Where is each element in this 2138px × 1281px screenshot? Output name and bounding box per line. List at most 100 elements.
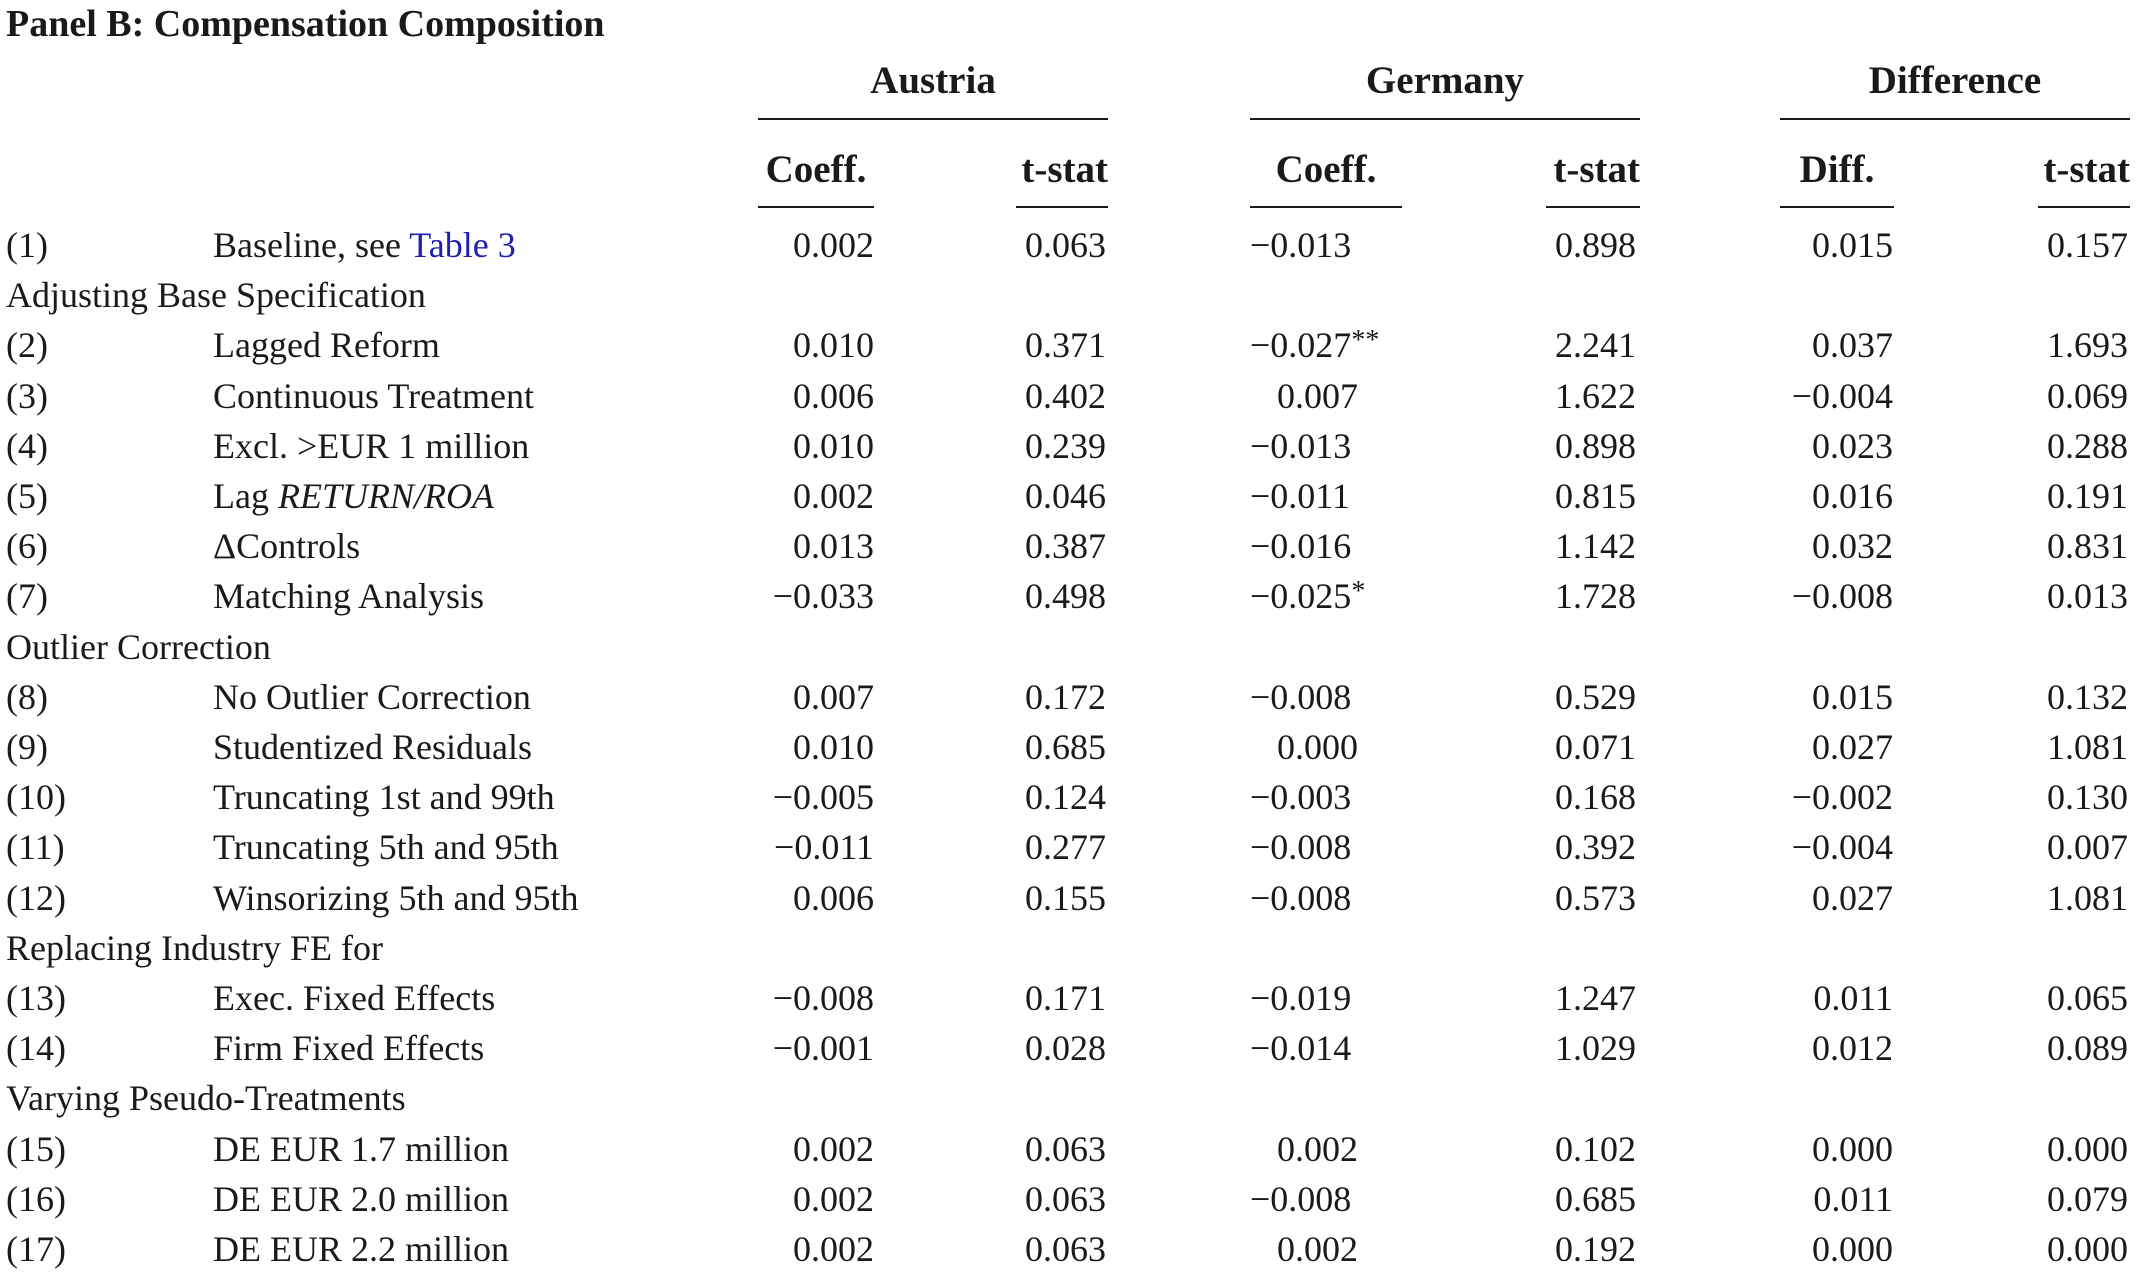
germany-tstat: 0.102 [1555, 1128, 1636, 1169]
subheader-germany-coeff: Coeff. [1275, 148, 1377, 191]
row-label-text: Baseline, see [213, 225, 410, 265]
germany-coeff: −0.008 [1250, 827, 1352, 868]
difference-diff: 0.000 [1812, 1128, 1893, 1169]
section-label: Outlier Correction [6, 626, 271, 667]
difference-tstat: 0.000 [2047, 1229, 2128, 1269]
row-number: (16) [6, 1178, 66, 1219]
table-row: (16) DE EUR 2.0 million 0.002 0.063 −0.008 0.… [0, 1174, 2138, 1224]
germany-coeff: −0.016 [1250, 526, 1352, 567]
germany-tstat: 1.029 [1555, 1028, 1636, 1069]
group-header-germany: Germany [1365, 59, 1525, 102]
austria-coeff: 0.006 [793, 877, 874, 918]
difference-diff: 0.027 [1812, 877, 1893, 918]
row-number: (11) [6, 827, 65, 868]
difference-diff: −0.008 [1791, 576, 1893, 617]
section-label: Varying Pseudo-Treatments [6, 1078, 406, 1119]
row-label: Lagged Reform [213, 320, 440, 370]
subheader-austria-tstat: t-stat [1021, 148, 1108, 191]
austria-coeff: 0.002 [793, 1229, 874, 1269]
austria-tstat: 0.685 [1025, 727, 1106, 767]
germany-coeff-cell: −0.008 [1250, 873, 1510, 923]
table-row: (2) Lagged Reform 0.010 0.371 −0.027** 2.241 0… [0, 320, 2138, 370]
germany-coeff-cell: −0.008 [1250, 672, 1510, 722]
row-number: (14) [6, 1028, 66, 1069]
germany-tstat: 2.241 [1555, 325, 1636, 366]
difference-tstat: 0.013 [2047, 576, 2128, 617]
table-row: (3) Continuous Treatment 0.006 0.402 0.007 1.… [0, 371, 2138, 421]
row-label-text: Studentized Residuals [213, 727, 532, 767]
table-link[interactable]: Table 3 [409, 225, 516, 265]
table-row: (7) Matching Analysis −0.033 0.498 −0.025* 1.… [0, 571, 2138, 621]
austria-tstat: 0.063 [1025, 1229, 1106, 1269]
row-number: (7) [6, 576, 48, 617]
row-number: (9) [6, 727, 48, 767]
austria-tstat: 0.063 [1025, 225, 1106, 265]
row-label: Matching Analysis [213, 571, 484, 621]
germany-tstat: 0.898 [1555, 425, 1636, 466]
table-row: (1) Baseline, see Table 3 0.002 0.063 −0.013… [0, 220, 2138, 270]
germany-coeff-cell: −0.016 [1250, 521, 1510, 571]
germany-coeff-cell: −0.003 [1250, 772, 1510, 822]
germany-coeff: −0.008 [1250, 676, 1352, 717]
row-label: Truncating 5th and 95th [213, 822, 559, 872]
row-label-italic: RETURN/ROA [277, 476, 494, 516]
row-label-text: Truncating 1st and 99th [213, 777, 555, 818]
germany-coeff: −0.008 [1250, 1178, 1352, 1219]
table-row: (8) No Outlier Correction 0.007 0.172 −0.008… [0, 672, 2138, 722]
subheader-difference-tstat: t-stat [2043, 148, 2130, 191]
difference-diff: 0.037 [1812, 325, 1893, 366]
subheader-rule [1780, 206, 1894, 208]
austria-coeff: 0.002 [793, 476, 874, 516]
row-label: Exec. Fixed Effects [213, 973, 495, 1023]
row-number: (4) [6, 425, 48, 466]
germany-coeff-cell: −0.011 [1250, 471, 1510, 521]
germany-coeff: −0.025 [1250, 576, 1352, 617]
row-number: (15) [6, 1128, 66, 1169]
difference-diff: 0.011 [1813, 978, 1893, 1018]
germany-coeff: −0.014 [1250, 1028, 1352, 1069]
row-number: (6) [6, 526, 48, 567]
section-row: Replacing Industry FE for [0, 923, 2138, 973]
germany-tstat: 0.685 [1555, 1178, 1636, 1219]
row-label: Winsorizing 5th and 95th [213, 873, 579, 923]
germany-coeff-cell: 0.002 [1250, 1124, 1510, 1174]
austria-tstat: 0.063 [1025, 1178, 1106, 1219]
germany-tstat: 0.815 [1555, 476, 1636, 516]
section-row: Varying Pseudo-Treatments [0, 1073, 2138, 1123]
row-label: Excl. >EUR 1 million [213, 421, 529, 471]
germany-tstat: 0.898 [1555, 225, 1636, 265]
difference-diff: 0.027 [1812, 727, 1893, 767]
germany-coeff-cell: 0.002 [1250, 1224, 1510, 1274]
difference-tstat: 1.081 [2047, 727, 2128, 767]
austria-tstat: 0.277 [1025, 827, 1106, 868]
germany-tstat: 0.529 [1555, 676, 1636, 717]
difference-diff: 0.015 [1812, 676, 1893, 717]
table-row: (17) DE EUR 2.2 million 0.002 0.063 0.002 0.1… [0, 1224, 2138, 1274]
row-label: ΔControls [213, 521, 360, 571]
table-row: (12) Winsorizing 5th and 95th 0.006 0.155 −0… [0, 873, 2138, 923]
germany-coeff: 0.002 [1277, 1229, 1358, 1269]
austria-coeff: −0.001 [772, 1028, 874, 1069]
austria-coeff: 0.002 [793, 1178, 874, 1219]
section-label: Adjusting Base Specification [6, 275, 426, 316]
significance-stars: ** [1351, 325, 1380, 357]
subheader-rule [1016, 206, 1108, 208]
germany-coeff: 0.000 [1277, 727, 1358, 767]
row-number: (3) [6, 375, 48, 416]
row-label: Truncating 1st and 99th [213, 772, 555, 822]
table-row: (10) Truncating 1st and 99th −0.005 0.124 −0… [0, 772, 2138, 822]
difference-diff: 0.032 [1812, 526, 1893, 567]
subheader-germany-tstat: t-stat [1553, 148, 1640, 191]
austria-tstat: 0.387 [1025, 526, 1106, 567]
germany-coeff-cell: −0.013 [1250, 220, 1510, 270]
difference-tstat: 0.069 [2047, 375, 2128, 416]
table-row: (9) Studentized Residuals 0.010 0.685 0.000 0… [0, 722, 2138, 772]
group-header-difference: Difference [1868, 59, 2042, 102]
group-rule-difference [1780, 118, 2130, 120]
germany-coeff: −0.008 [1250, 877, 1352, 918]
austria-tstat: 0.498 [1025, 576, 1106, 617]
austria-coeff: 0.010 [793, 425, 874, 466]
row-label-text: Continuous Treatment [213, 375, 535, 416]
row-label-text: No Outlier Correction [213, 676, 531, 717]
